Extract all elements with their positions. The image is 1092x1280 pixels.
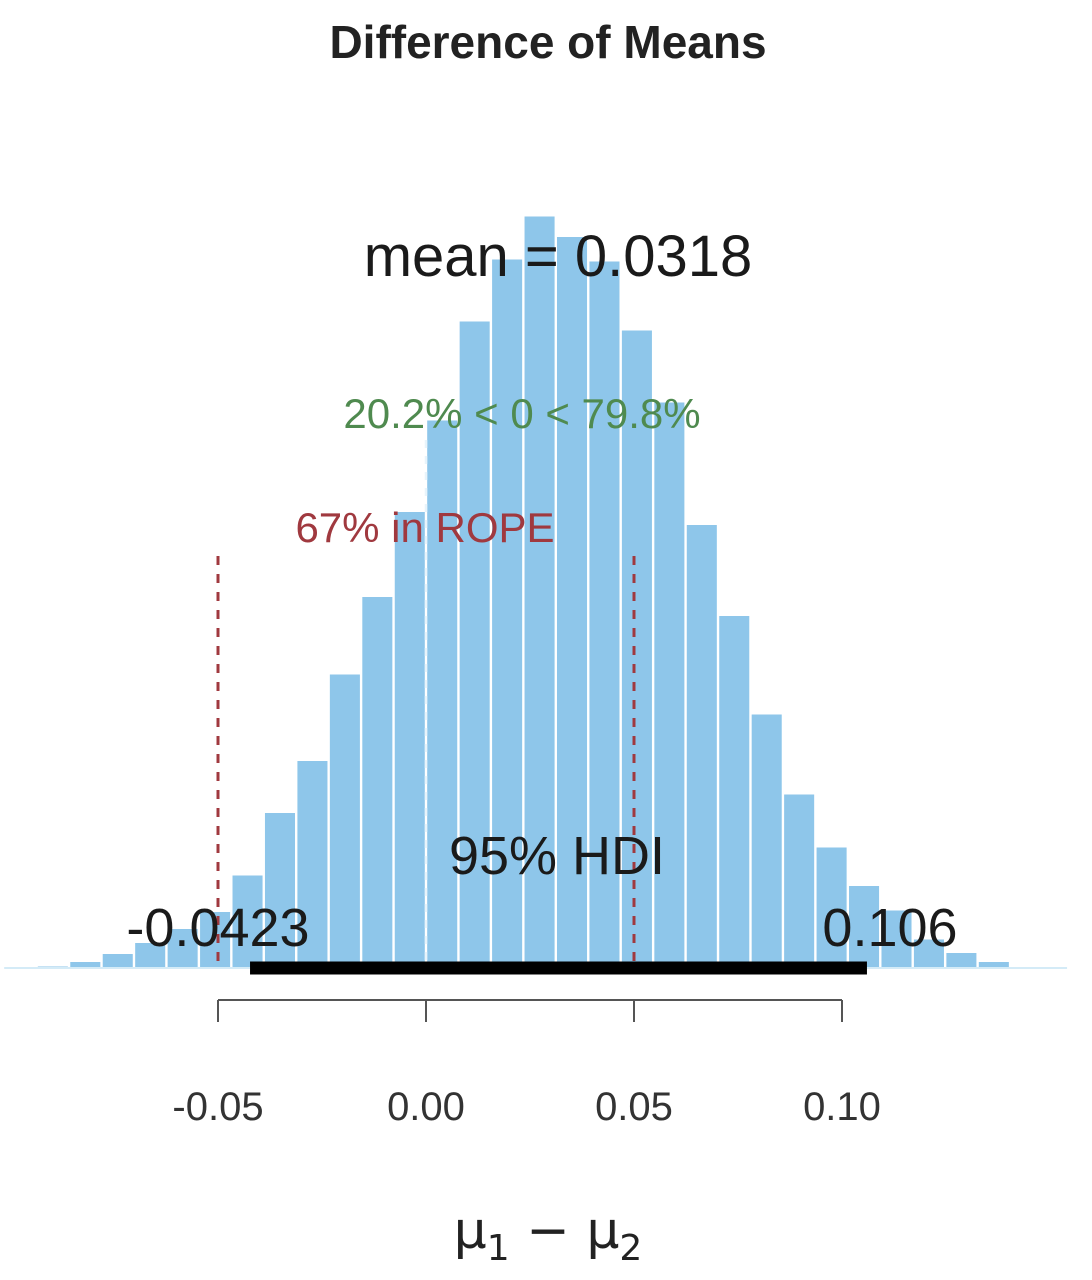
- histogram-bar: [200, 912, 231, 968]
- histogram-bar: [946, 953, 977, 968]
- histogram-bar: [264, 813, 296, 968]
- chart-title: Difference of Means: [329, 16, 766, 68]
- histogram-bar: [816, 847, 847, 968]
- histogram-bar: [427, 420, 458, 968]
- histogram-bar: [978, 962, 1009, 968]
- x-axis: -0.05 0.00 0.05 0.10: [172, 999, 881, 1129]
- hdi-high-label: 0.106: [822, 898, 957, 958]
- hdi-low-label: -0.0423: [126, 898, 309, 958]
- histogram-bar: [232, 875, 263, 968]
- histogram-bar: [102, 954, 133, 968]
- histogram-bars: [37, 216, 1009, 968]
- histogram-bar: [784, 794, 815, 968]
- histogram-bar: [70, 962, 101, 968]
- histogram-bar: [167, 929, 198, 968]
- x-axis-title: μ1 − μ2: [454, 1201, 643, 1269]
- mean-label: mean = 0.0318: [364, 224, 753, 289]
- rope-label: 67% in ROPE: [295, 504, 554, 551]
- histogram-bar: [329, 674, 360, 968]
- histogram-bar: [362, 597, 393, 968]
- histogram-bar: [621, 330, 652, 968]
- x-tick-label: 0.00: [387, 1085, 465, 1129]
- histogram-bar: [135, 943, 166, 968]
- histogram-bar: [654, 402, 685, 968]
- histogram-bar: [686, 525, 717, 968]
- x-tick-label: 0.10: [803, 1085, 881, 1129]
- histogram-bar: [881, 910, 912, 968]
- x-tick-label: -0.05: [172, 1085, 263, 1129]
- histogram-bar: [719, 616, 750, 968]
- histogram-bar: [297, 761, 328, 968]
- histogram-bar: [589, 261, 620, 968]
- histogram-bar: [492, 259, 523, 968]
- histogram-bar: [556, 237, 588, 968]
- histogram-bar: [913, 939, 944, 968]
- histogram-bar: [459, 321, 490, 968]
- histogram-bar: [394, 512, 425, 968]
- comparison-label: 20.2% < 0 < 79.8%: [343, 390, 700, 437]
- x-tick-label: 0.05: [595, 1085, 673, 1129]
- hdi-label: 95% HDI: [449, 826, 665, 886]
- histogram-bar: [751, 714, 782, 968]
- histogram-bar: [849, 886, 880, 968]
- histogram-bar: [524, 216, 555, 968]
